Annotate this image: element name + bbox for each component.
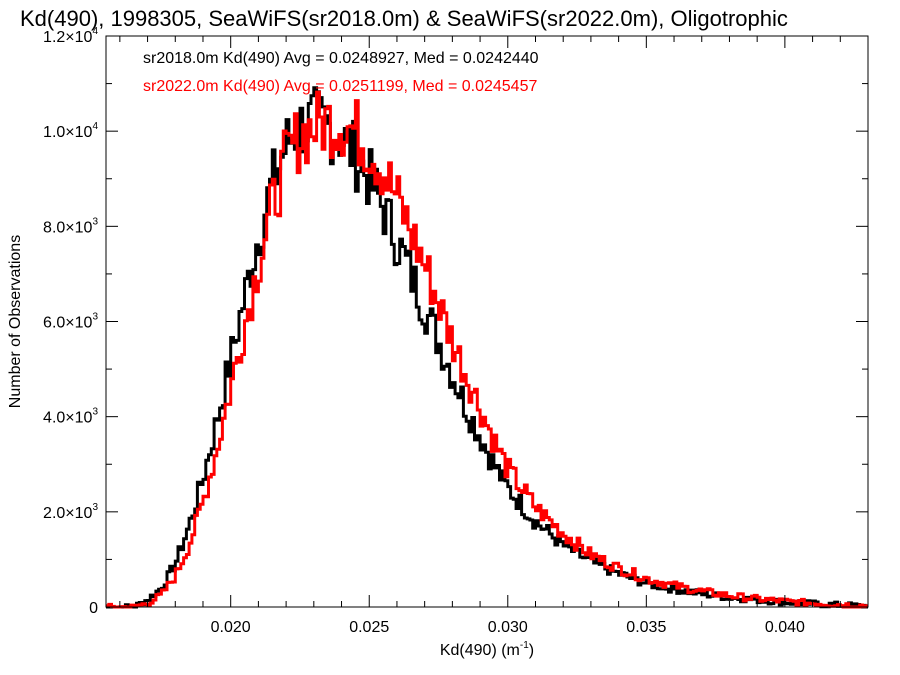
y-tick-exponent: 3 xyxy=(92,216,98,227)
series-sr2018.0m xyxy=(106,86,868,609)
y-tick-label: 0 xyxy=(89,600,98,617)
y-tick-label: 4.0×103 xyxy=(43,407,98,427)
x-tick-label: 0.025 xyxy=(349,619,389,636)
plot-frame xyxy=(105,35,869,608)
y-tick-label: 6.0×103 xyxy=(43,312,98,332)
y-tick-mantissa: 1.0×10 xyxy=(43,124,92,141)
x-tick-label: 0.035 xyxy=(626,619,666,636)
y-tick-label: 1.2×104 xyxy=(43,26,98,46)
y-tick-mantissa: 4.0×10 xyxy=(43,410,92,427)
legend-entry-sr2022: sr2022.0m Kd(490) Avg = 0.0251199, Med =… xyxy=(143,78,537,95)
y-axis-title: Number of Observations xyxy=(7,235,24,408)
x-tick-label: 0.030 xyxy=(488,619,528,636)
y-tick-exponent: 4 xyxy=(92,121,98,132)
y-tick-label: 2.0×103 xyxy=(43,502,98,522)
y-tick-exponent: 3 xyxy=(92,407,98,418)
x-axis-title: Kd(490) (m-1) xyxy=(440,640,534,659)
y-tick-mantissa: 1.2×10 xyxy=(43,29,92,46)
series-sr2022.0m xyxy=(106,90,868,609)
y-tick-label: 1.0×104 xyxy=(43,121,98,141)
y-tick-label: 8.0×103 xyxy=(43,216,98,236)
y-tick-mantissa: 2.0×10 xyxy=(43,505,92,522)
x-tick-label: 0.020 xyxy=(211,619,251,636)
y-tick-exponent: 3 xyxy=(92,312,98,323)
x-tick-labels: 0.020 0.025 0.030 0.035 0.040 xyxy=(211,619,805,636)
axis-ticks xyxy=(106,35,868,608)
x-tick-label: 0.040 xyxy=(765,619,805,636)
y-tick-mantissa: 0 xyxy=(89,600,98,617)
y-tick-exponent: 3 xyxy=(92,502,98,513)
y-tick-mantissa: 8.0×10 xyxy=(43,219,92,236)
y-tick-mantissa: 6.0×10 xyxy=(43,315,92,332)
y-tick-labels: 02.0×1034.0×1036.0×1038.0×1031.0×1041.2×… xyxy=(43,26,98,617)
series-layer xyxy=(106,86,868,609)
legend-entry-sr2018: sr2018.0m Kd(490) Avg = 0.0248927, Med =… xyxy=(143,50,539,67)
y-tick-exponent: 4 xyxy=(92,26,98,37)
chart-title: Kd(490), 1998305, SeaWiFS(sr2018.0m) & S… xyxy=(20,6,788,31)
